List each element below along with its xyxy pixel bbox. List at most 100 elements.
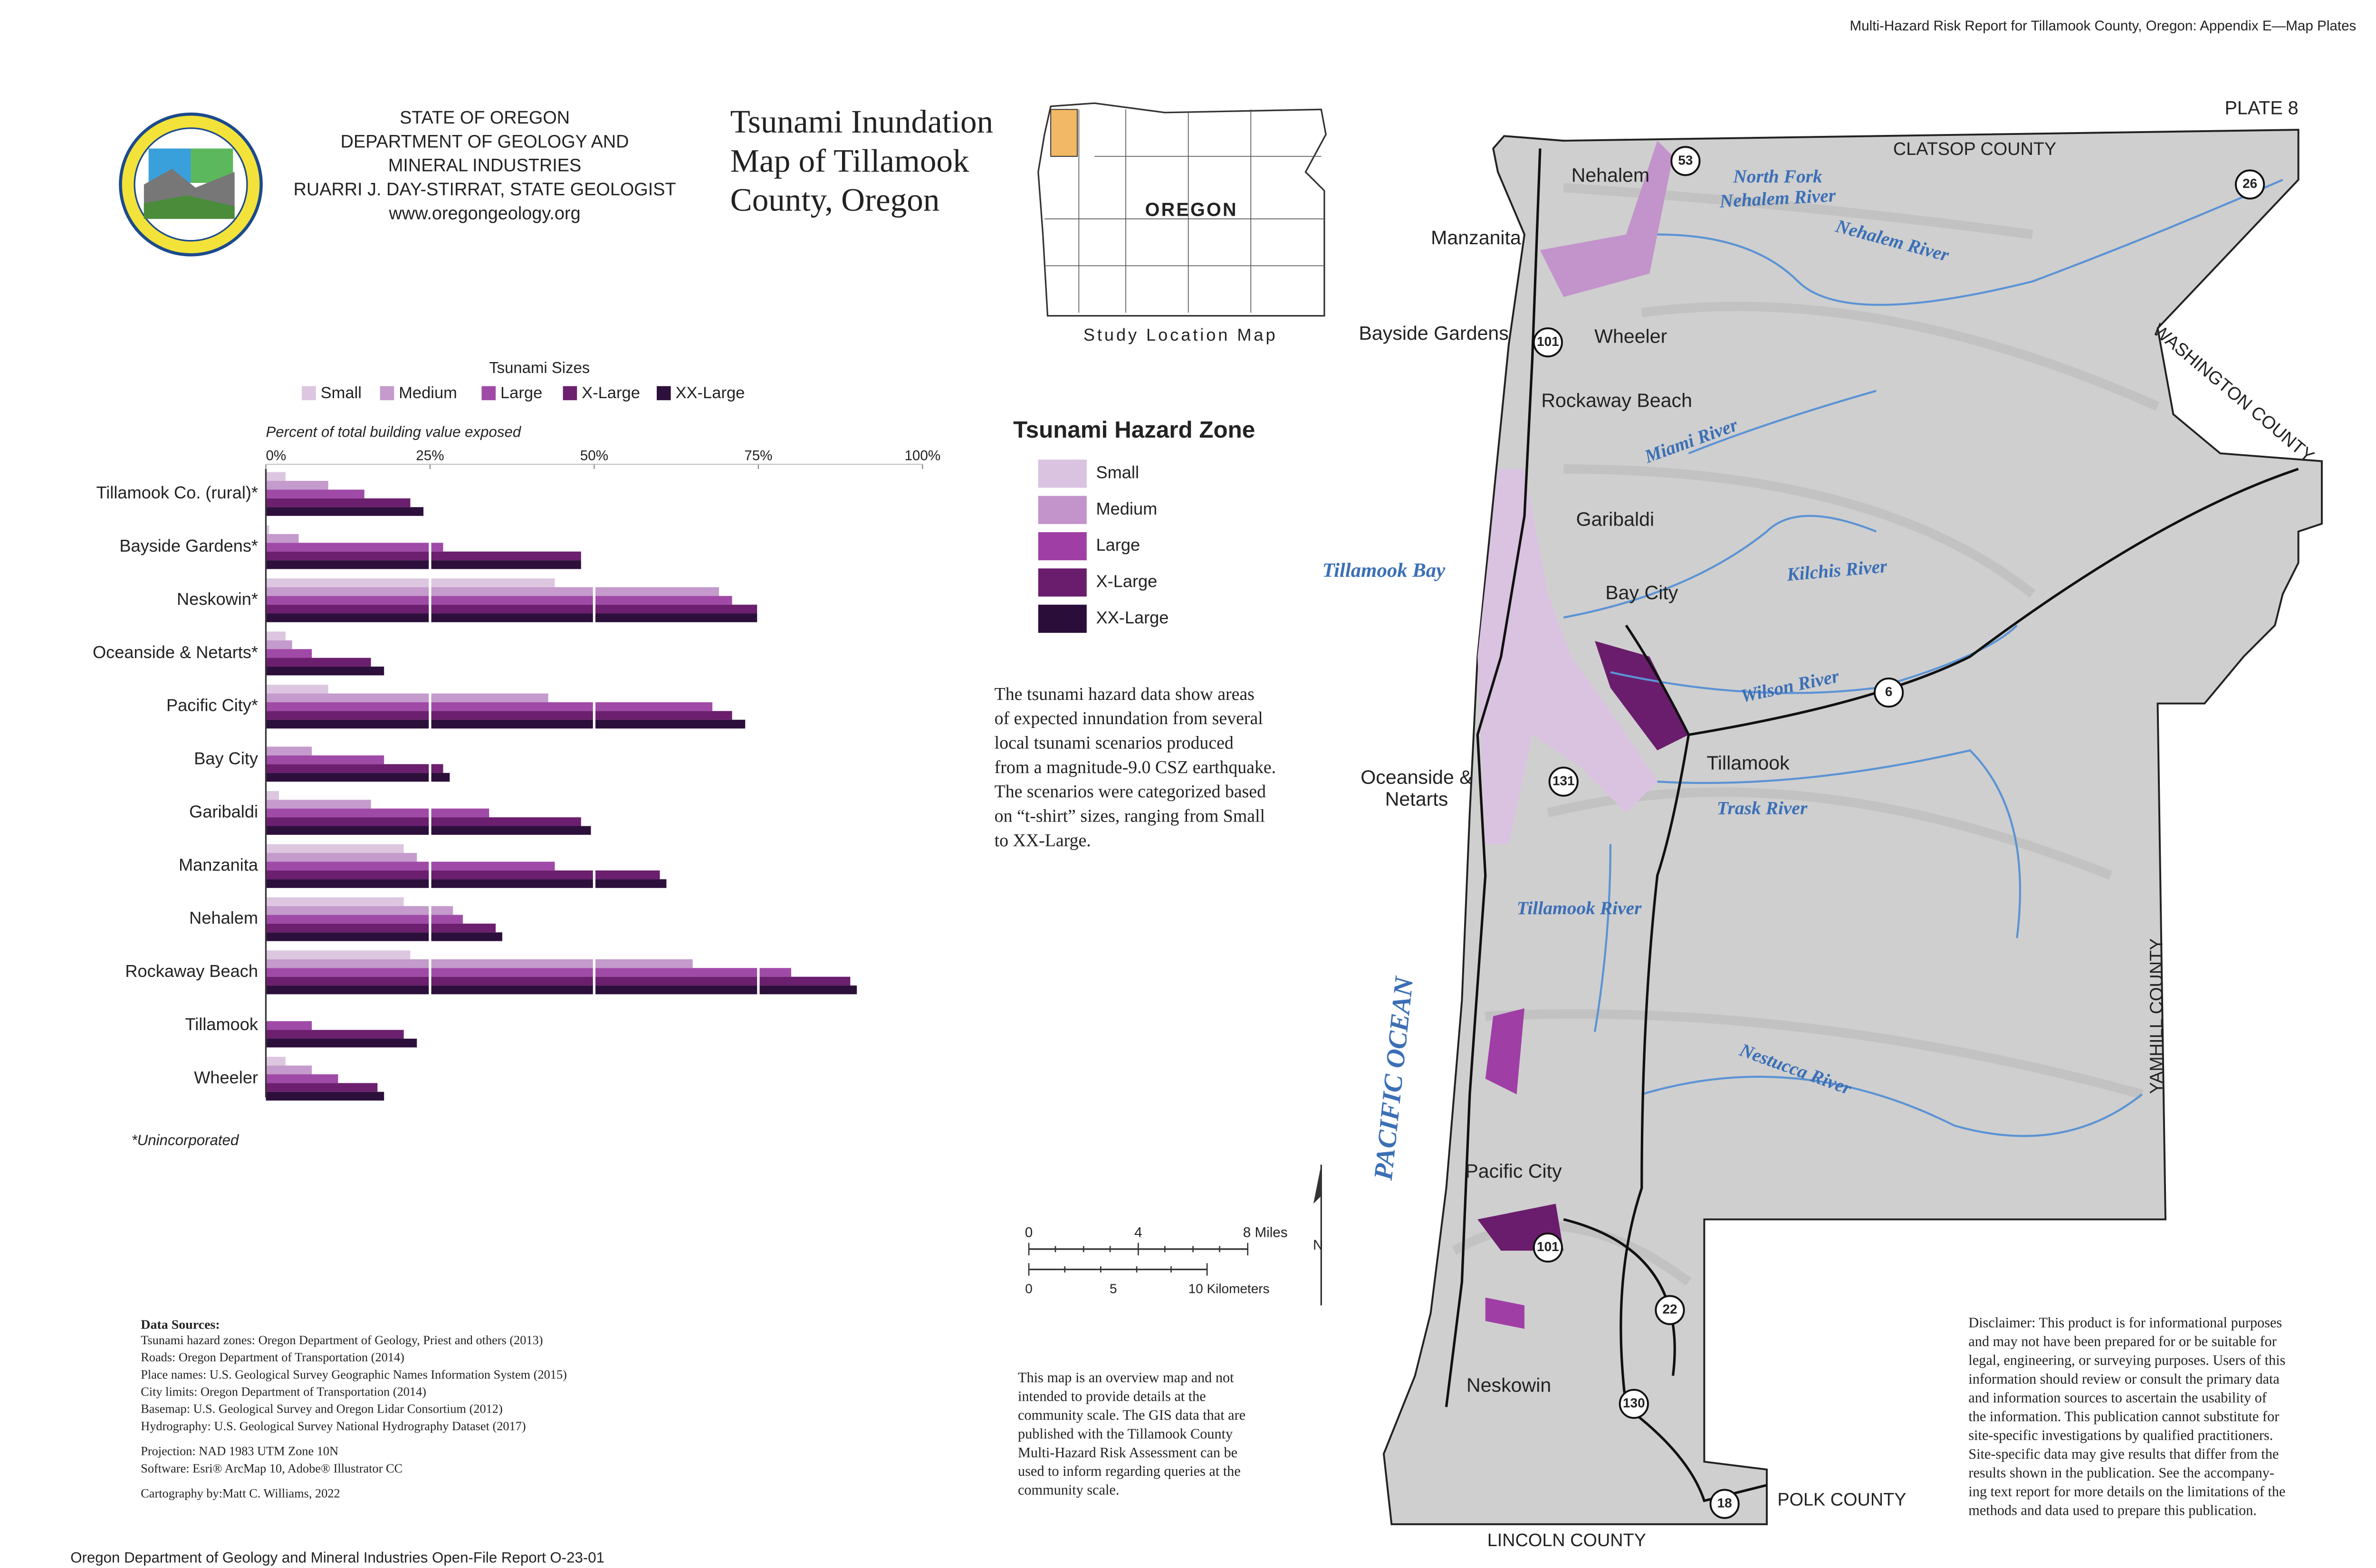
data-source-line: Place names: U.S. Geological Survey Geog… xyxy=(141,1367,567,1381)
agency-line: www.oregongeology.org xyxy=(389,203,581,223)
highway-label: 22 xyxy=(1662,1302,1677,1317)
overview-note-line: community scale. xyxy=(1018,1482,1119,1498)
place-label: Bayside Gardens xyxy=(1359,322,1509,344)
water-label: Tillamook River xyxy=(1517,898,1642,918)
disclaimer-line: and may not have been prepared for or be… xyxy=(1968,1333,2276,1349)
bar xyxy=(266,649,312,658)
bar xyxy=(266,853,417,862)
bar xyxy=(266,666,384,676)
legend-title: Tsunami Sizes xyxy=(489,359,590,376)
data-source-line: Basemap: U.S. Geological Survey and Oreg… xyxy=(141,1402,502,1416)
x-tick-label: 75% xyxy=(744,448,772,464)
overview-note-line: This map is an overview map and not xyxy=(1018,1369,1234,1386)
bar xyxy=(266,985,857,994)
category-label: Neskowin* xyxy=(177,589,258,609)
category-label: Tillamook xyxy=(185,1014,259,1034)
disclaimer-line: results shown in the publication. See th… xyxy=(1968,1465,2274,1481)
bar xyxy=(266,507,424,516)
category-label: Nehalem xyxy=(189,908,258,927)
bar xyxy=(266,870,660,880)
scale-bar xyxy=(1028,1165,1322,1306)
place-label: Tillamook xyxy=(1706,752,1790,774)
place-label: Manzanita xyxy=(1431,227,1521,249)
scale-label-km: 0 xyxy=(1025,1281,1033,1296)
bar xyxy=(266,1057,286,1066)
locator-caption: Study Location Map xyxy=(1083,325,1278,344)
hazard-legend-label: X-Large xyxy=(1096,571,1158,591)
hazard-swatch xyxy=(1038,568,1087,597)
highway-shield xyxy=(1548,766,1579,797)
highway-label: 101 xyxy=(1537,334,1559,349)
category-label: Pacific City* xyxy=(166,696,258,715)
bar xyxy=(266,498,411,507)
category-label: Rockaway Beach xyxy=(125,961,258,981)
bar xyxy=(266,773,450,782)
highway-label: 26 xyxy=(2242,176,2257,191)
bar xyxy=(266,525,269,534)
top-note: Multi-Hazard Risk Report for Tillamook C… xyxy=(1850,18,2357,34)
bar xyxy=(266,764,443,773)
agency-line: MINERAL INDUSTRIES xyxy=(388,156,581,176)
disclaimer-line: site-specific investigations by qualifie… xyxy=(1968,1427,2273,1444)
north-arrow-label: N xyxy=(1313,1237,1323,1253)
agency-line: RUARRI J. DAY-STIRRAT, STATE GEOLOGIST xyxy=(294,180,676,200)
highway-shield xyxy=(1709,1489,1740,1519)
highway-shield xyxy=(2235,169,2265,200)
water-label: Trask River xyxy=(1717,797,1808,818)
category-label: Oceanside & Netarts* xyxy=(93,642,258,662)
scale-label-km: 5 xyxy=(1110,1281,1117,1296)
hazard-legend-title: Tsunami Hazard Zone xyxy=(1013,417,1255,443)
bar xyxy=(266,1065,312,1074)
bar xyxy=(266,879,667,888)
bar xyxy=(266,746,312,755)
bar xyxy=(266,719,746,729)
scale-label-miles: 8 Miles xyxy=(1243,1225,1288,1241)
bar xyxy=(266,1091,384,1101)
legend-label: Small xyxy=(321,384,362,402)
hazard-legend-label: Medium xyxy=(1096,499,1158,518)
bar xyxy=(266,1038,417,1048)
agency-logo xyxy=(119,112,263,257)
legend-label: Medium xyxy=(399,384,457,402)
highway-label: 18 xyxy=(1717,1495,1732,1510)
highway-label: 53 xyxy=(1678,153,1693,167)
data-sources-title: Data Sources: xyxy=(141,1317,220,1332)
disclaimer-line: Site-specific data may give results that… xyxy=(1968,1446,2279,1462)
bar xyxy=(266,472,286,481)
map-title: Tsunami Inundation xyxy=(730,103,993,140)
bar xyxy=(266,613,758,622)
footer: Oregon Department of Geology and Mineral… xyxy=(70,1549,604,1566)
disclaimer-line: information should review or consult the… xyxy=(1968,1371,2280,1387)
cartography-credit: Cartography by:Matt C. Williams, 2022 xyxy=(141,1486,340,1500)
bar xyxy=(266,800,371,809)
highway-label: 101 xyxy=(1537,1239,1559,1254)
description-line: of expected innundation from several xyxy=(995,708,1263,728)
place-label: Nehalem xyxy=(1571,164,1650,186)
bar xyxy=(266,711,732,720)
hazard-legend-label: Large xyxy=(1096,535,1140,555)
place-label: Wheeler xyxy=(1594,325,1667,347)
description-line: from a magnitude-9.0 CSZ earthquake. xyxy=(995,757,1276,777)
description-line: to XX-Large. xyxy=(995,831,1091,851)
map-title: County, Oregon xyxy=(730,182,940,218)
scale-label-km: 10 Kilometers xyxy=(1188,1281,1270,1296)
category-label: Manzanita xyxy=(179,855,259,874)
legend-label: Large xyxy=(500,384,542,402)
bar xyxy=(266,560,581,569)
place-label: Rockaway Beach xyxy=(1541,389,1692,411)
water-label: Tillamook Bay xyxy=(1322,559,1446,582)
place-label: Garibaldi xyxy=(1576,508,1655,530)
disclaimer-line: methods and data used to prepare this pu… xyxy=(1968,1502,2257,1518)
legend-swatch xyxy=(380,386,394,401)
overview-note-line: used to inform regarding queries at the xyxy=(1018,1463,1241,1479)
bar xyxy=(266,923,496,933)
place-label: Pacific City xyxy=(1465,1160,1562,1182)
data-source-line: Tsunami hazard zones: Oregon Department … xyxy=(141,1333,543,1347)
bar xyxy=(266,861,555,870)
category-label: Bayside Gardens* xyxy=(119,536,258,555)
legend-swatch xyxy=(563,386,577,401)
bar xyxy=(266,817,581,826)
locator-label: OREGON xyxy=(1145,200,1238,220)
overview-note-line: community scale. The GIS data that are xyxy=(1018,1407,1245,1423)
county-label: LINCOLN COUNTY xyxy=(1487,1530,1646,1550)
